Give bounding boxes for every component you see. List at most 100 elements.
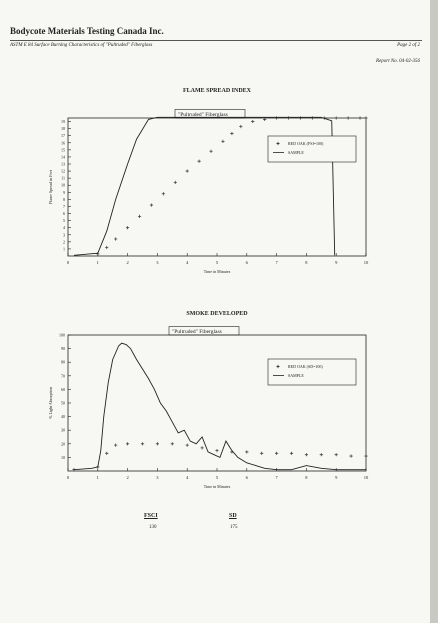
- data-point-red-oak: [289, 451, 294, 455]
- legend-box: [267, 135, 357, 163]
- data-point-red-oak: [215, 449, 219, 453]
- y-tick-label: 15: [61, 147, 65, 152]
- x-tick-label: 6: [246, 475, 249, 480]
- x-tick-label: 10: [364, 475, 369, 480]
- data-point-red-oak: [155, 442, 159, 446]
- data-point-red-oak: [126, 226, 130, 230]
- scan-edge: [430, 0, 438, 623]
- data-point-red-oak: [334, 116, 338, 120]
- y-tick-label: 12: [61, 169, 65, 174]
- data-point-red-oak: [170, 442, 174, 446]
- data-point-red-oak: [221, 139, 225, 143]
- x-tick-label: 2: [126, 260, 128, 265]
- data-point-red-oak: [260, 451, 264, 455]
- y-tick-label: 19: [61, 119, 65, 124]
- y-tick-label: 2: [63, 239, 65, 244]
- x-tick-label: 7: [275, 475, 278, 480]
- fsci-value: 130: [149, 525, 157, 530]
- x-tick-label: 1: [97, 475, 99, 480]
- y-tick-label: 20: [61, 441, 65, 446]
- data-point-red-oak: [239, 124, 243, 129]
- data-point-red-oak: [319, 453, 323, 457]
- y-tick-label: 9: [63, 190, 65, 195]
- y-tick-label: 11: [61, 176, 65, 181]
- y-tick-label: 5: [63, 218, 65, 223]
- y-tick-label: 10: [61, 183, 65, 188]
- y-tick-label: 18: [61, 126, 65, 131]
- x-tick-label: 3: [156, 475, 159, 480]
- chart-title: FLAME SPREAD INDEX: [183, 88, 252, 94]
- chart-title: SMOKE DEVELOPED: [186, 311, 248, 317]
- y-tick-label: 30: [61, 428, 65, 433]
- y-axis-label: % Light Absorption: [48, 387, 53, 419]
- y-tick-label: 17: [61, 133, 65, 138]
- data-point-red-oak: [263, 117, 267, 122]
- header-rule: [10, 40, 422, 41]
- sd-value: 175: [230, 525, 238, 530]
- data-point-red-oak: [200, 446, 204, 450]
- y-tick-label: 90: [61, 346, 65, 351]
- legend-entry: RED OAK (SD=100): [288, 364, 323, 369]
- x-tick-label: 0: [67, 260, 70, 265]
- data-point-red-oak: [364, 116, 368, 120]
- data-point-red-oak: [245, 450, 249, 454]
- data-point-red-oak: [114, 443, 118, 447]
- y-tick-label: 3: [63, 232, 65, 237]
- x-tick-label: 10: [364, 260, 369, 265]
- legend-box: [267, 358, 357, 386]
- x-tick-label: 2: [126, 475, 128, 480]
- data-point-red-oak: [140, 442, 145, 446]
- legend-entry: SAMPLE: [288, 150, 304, 155]
- y-tick-label: 8: [63, 197, 65, 202]
- y-tick-label: 16: [61, 140, 65, 145]
- data-point-red-oak: [334, 453, 338, 457]
- y-tick-label: 1: [63, 246, 65, 251]
- x-tick-label: 5: [216, 260, 219, 265]
- legend-swatch-red-oak: [276, 364, 280, 369]
- x-tick-label: 9: [335, 475, 338, 480]
- y-tick-label: 70: [61, 373, 65, 378]
- page-number: Page 2 of 2: [397, 43, 420, 48]
- data-point-red-oak: [209, 149, 213, 153]
- legend-entry: RED OAK (FSI=100): [288, 141, 324, 146]
- annotation-box: [168, 326, 240, 336]
- data-point-red-oak: [173, 180, 177, 184]
- data-point-red-oak: [304, 453, 308, 457]
- smoke-developed-chart: SMOKE DEVELOPED 0 1 2 3 4 5 6 7 8 9 10 10 20 30 40 50 60 7…: [48, 311, 369, 489]
- y-tick-label: 6: [63, 211, 65, 216]
- data-point-red-oak: [197, 159, 201, 163]
- y-tick-label: 50: [61, 401, 65, 406]
- series-line-sample: [73, 116, 336, 256]
- y-tick-label: 14: [61, 154, 65, 159]
- annotation-box: [174, 109, 246, 119]
- x-tick-label: 4: [186, 260, 189, 265]
- y-tick-label: 100: [59, 333, 65, 338]
- x-tick-label: 8: [305, 475, 308, 480]
- legend-entry: SAMPLE: [288, 373, 304, 378]
- data-point-red-oak: [185, 443, 189, 447]
- x-tick-label: 4: [186, 475, 189, 480]
- data-point-red-oak: [105, 451, 109, 455]
- y-tick-label: 4: [63, 225, 65, 230]
- x-tick-label: 5: [216, 475, 219, 480]
- sample-annotation: "Pultruded" Fiberglass: [178, 112, 228, 118]
- data-point-red-oak: [364, 454, 368, 458]
- data-point-red-oak: [105, 245, 109, 250]
- data-point-red-oak: [275, 451, 279, 455]
- y-tick-label: 7: [63, 204, 65, 209]
- fsci-label: FSCI: [144, 513, 158, 519]
- data-point-red-oak: [230, 131, 234, 136]
- data-point-red-oak: [358, 116, 362, 120]
- x-tick-label: 8: [305, 260, 308, 265]
- y-tick-label: 13: [61, 162, 65, 167]
- data-point-red-oak: [161, 192, 165, 196]
- y-axis-label: Flame Spread in Feet: [48, 169, 53, 204]
- data-point-red-oak: [137, 214, 142, 218]
- x-axis-label: Time in Minutes: [204, 269, 231, 274]
- report-number: Report No. 04-02-356: [375, 59, 420, 64]
- y-tick-label: 60: [61, 387, 65, 392]
- legend-swatch-red-oak: [276, 141, 280, 146]
- data-point-red-oak: [185, 169, 189, 173]
- series-line-sample: [73, 342, 366, 471]
